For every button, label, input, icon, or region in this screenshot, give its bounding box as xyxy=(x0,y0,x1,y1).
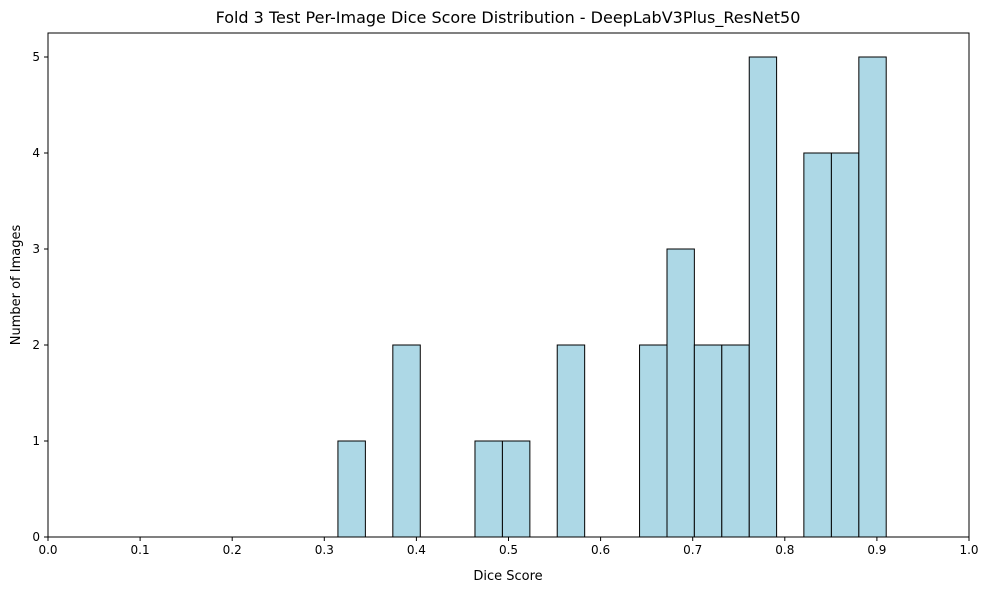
histogram-bar xyxy=(858,56,887,538)
y-axis-label: Number of Images xyxy=(9,225,24,346)
x-tick-label: 0.6 xyxy=(591,543,610,557)
histogram-bar xyxy=(748,56,778,538)
histogram-bar xyxy=(693,344,723,538)
histogram-bar xyxy=(556,344,586,538)
histogram-bar xyxy=(803,152,832,538)
x-tick-label: 0.9 xyxy=(867,543,886,557)
histogram-bar xyxy=(830,152,860,538)
x-axis-label: Dice Score xyxy=(473,569,542,584)
histogram-bar xyxy=(666,248,695,538)
histogram-bar xyxy=(639,344,668,538)
y-tick-label: 1 xyxy=(32,434,40,448)
histogram-bar xyxy=(337,440,366,538)
x-tick-label: 0.0 xyxy=(38,543,57,557)
x-tick-label: 0.5 xyxy=(499,543,518,557)
y-axis: 0 1 2 3 4 5 xyxy=(32,50,48,544)
x-tick-label: 0.2 xyxy=(223,543,242,557)
y-tick-label: 4 xyxy=(32,146,40,160)
x-tick-label: 0.8 xyxy=(775,543,794,557)
x-axis: 0.0 0.1 0.2 0.3 0.4 0.5 0.6 0.7 0.8 0.9 1.0 xyxy=(38,537,979,557)
x-tick-label: 0.3 xyxy=(315,543,334,557)
bars-layer xyxy=(337,56,887,538)
y-tick-label: 2 xyxy=(32,338,40,352)
x-tick-label: 0.7 xyxy=(683,543,702,557)
histogram-bar xyxy=(501,440,531,538)
chart-title: Fold 3 Test Per-Image Dice Score Distrib… xyxy=(216,8,801,28)
x-tick-label: 0.4 xyxy=(407,543,426,557)
histogram-bar xyxy=(474,440,503,538)
x-tick-label: 0.1 xyxy=(131,543,150,557)
y-tick-label: 0 xyxy=(32,530,40,544)
x-tick-label: 1.0 xyxy=(959,543,978,557)
y-tick-label: 5 xyxy=(32,50,40,64)
histogram-bar xyxy=(721,344,750,538)
histogram-bar xyxy=(392,344,421,538)
y-tick-label: 3 xyxy=(32,242,40,256)
